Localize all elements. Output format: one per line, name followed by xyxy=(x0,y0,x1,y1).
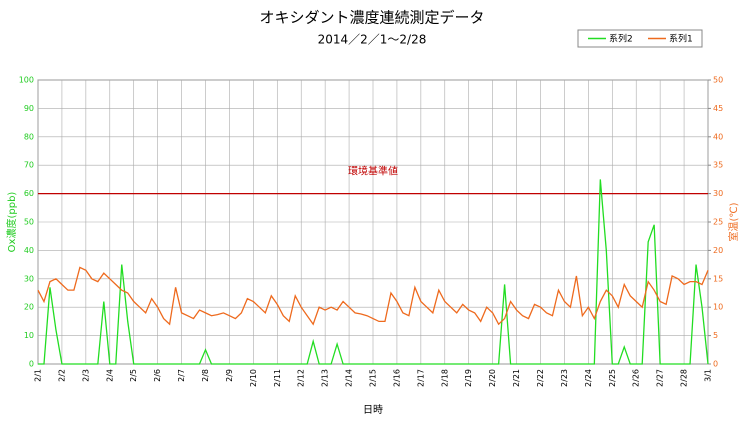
data-line xyxy=(38,179,709,365)
y2-tick-label: 5 xyxy=(713,331,718,340)
x-axis-label: 日時 xyxy=(363,404,383,416)
x-tick-label: 2/21 xyxy=(512,369,521,387)
x-tick-label: 2/18 xyxy=(440,369,449,387)
x-tick-label: 2/10 xyxy=(249,369,258,387)
x-tick-label: 2/4 xyxy=(105,369,114,382)
y2-tick-label: 30 xyxy=(713,189,723,198)
x-tick-label: 2/2 xyxy=(57,369,66,382)
y-tick-label: 30 xyxy=(24,274,34,283)
y2-tick-label: 25 xyxy=(713,218,723,227)
x-tick-label: 2/1 xyxy=(34,369,43,382)
x-tick-label: 2/25 xyxy=(608,369,617,387)
x-tick-label: 2/8 xyxy=(201,369,210,382)
y-tick-label: 0 xyxy=(29,360,34,369)
x-tick-label: 2/13 xyxy=(321,369,330,387)
legend-label: 系列2 xyxy=(609,33,633,45)
x-tick-label: 2/17 xyxy=(416,369,425,387)
x-tick-label: 2/6 xyxy=(153,369,162,382)
y-tick-label: 100 xyxy=(19,76,34,85)
legend-label: 系列1 xyxy=(669,33,693,45)
x-tick-label: 2/22 xyxy=(536,369,545,387)
x-tick-label: 2/23 xyxy=(560,369,569,387)
x-tick-label: 2/28 xyxy=(680,369,689,387)
y-tick-label: 20 xyxy=(24,303,34,312)
y2-axis-label: 室温(℃) xyxy=(727,202,740,241)
y-axis-label: Ox濃度(ppb) xyxy=(5,192,18,253)
chart-subtitle: 2014／2／1～2/28 xyxy=(318,33,427,47)
x-tick-label: 2/15 xyxy=(369,369,378,387)
x-tick-label: 2/27 xyxy=(656,369,665,387)
y2-tick-label: 20 xyxy=(713,246,723,255)
x-tick-label: 2/20 xyxy=(488,369,497,387)
y-tick-label: 40 xyxy=(24,246,34,255)
x-tick-label: 2/26 xyxy=(632,369,641,387)
x-tick-label: 2/14 xyxy=(345,369,354,387)
y-tick-label: 60 xyxy=(24,189,34,198)
x-tick-label: 2/5 xyxy=(129,369,138,382)
reference-label: 環境基準値 xyxy=(348,165,398,178)
y2-tick-label: 35 xyxy=(713,161,723,170)
y2-tick-label: 40 xyxy=(713,132,723,141)
y2-tick-label: 15 xyxy=(713,274,723,283)
chart-title: オキシダント濃度連続測定データ xyxy=(259,9,484,27)
y2-tick-label: 45 xyxy=(713,104,723,113)
x-tick-label: 2/12 xyxy=(297,369,306,387)
y2-tick-label: 10 xyxy=(713,303,723,312)
x-tick-label: 2/19 xyxy=(464,369,473,387)
x-tick-label: 2/11 xyxy=(273,369,282,387)
x-tick-label: 2/9 xyxy=(225,369,234,382)
x-tick-label: 2/7 xyxy=(177,369,186,382)
y-tick-label: 10 xyxy=(24,331,34,340)
data-line xyxy=(37,266,709,326)
y-tick-label: 90 xyxy=(24,104,34,113)
y-tick-label: 50 xyxy=(24,218,34,227)
y-tick-label: 80 xyxy=(24,132,34,141)
y2-tick-label: 0 xyxy=(713,360,718,369)
x-tick-label: 2/3 xyxy=(81,369,90,382)
x-tick-label: 2/16 xyxy=(392,369,401,387)
x-tick-label: 3/1 xyxy=(704,369,713,382)
y-tick-label: 70 xyxy=(24,161,34,170)
x-tick-label: 2/24 xyxy=(584,369,593,387)
legend-box xyxy=(577,29,703,48)
y2-tick-label: 50 xyxy=(713,76,723,85)
